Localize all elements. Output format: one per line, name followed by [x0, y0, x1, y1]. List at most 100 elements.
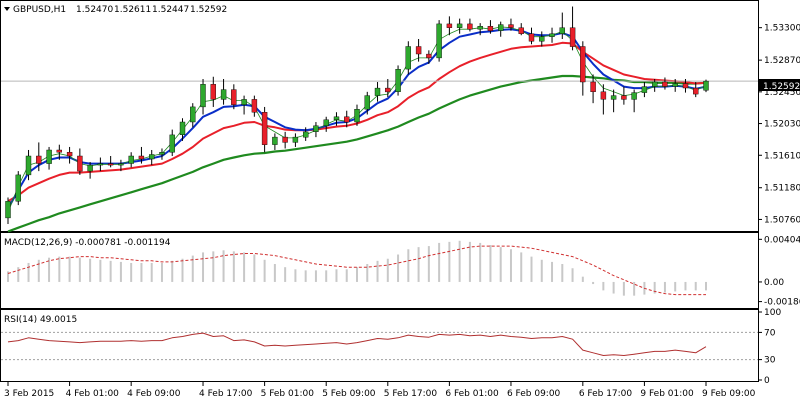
current-price-badge: [759, 79, 800, 91]
chart-symbol: GBPUSD,H1: [13, 5, 66, 15]
candle-body: [610, 95, 617, 100]
time-tick-label: 9 Feb 01:00: [640, 389, 694, 399]
macd-tick-label: -0.001863: [764, 298, 800, 308]
candle-body: [456, 23, 463, 28]
candle-body: [292, 136, 299, 143]
candle-body: [518, 27, 524, 34]
candle-body: [5, 201, 11, 219]
rsi-tick-label: 30: [764, 356, 776, 366]
candle-body: [498, 24, 504, 31]
candle-body: [436, 23, 442, 59]
time-tick-label: 4 Feb 09:00: [127, 389, 181, 399]
candle-body: [261, 111, 268, 145]
candle-body: [36, 155, 42, 164]
candle-body: [46, 149, 52, 164]
rsi-line: [7, 332, 707, 356]
ohlc-close: 1.52592: [190, 5, 227, 15]
macd-signal-line: [7, 245, 706, 296]
candle-body: [66, 151, 73, 157]
time-tick-label: 4 Feb 17:00: [199, 389, 253, 399]
candle-body: [621, 95, 627, 100]
rsi-tick-label: 0: [764, 376, 770, 386]
candle-body: [148, 154, 155, 160]
candle-body: [128, 155, 134, 164]
rsi-tick-label: 100: [764, 308, 781, 318]
candle-body: [333, 116, 340, 121]
price-tick-label: 1.52450: [764, 88, 800, 98]
candle-body: [374, 87, 381, 96]
panel-frames: [0, 0, 759, 382]
candle-body: [682, 83, 689, 89]
macd-panel-frame: [0, 232, 759, 309]
time-tick-label: 5 Feb 17:00: [384, 389, 438, 399]
candle-body: [159, 151, 165, 155]
candle-body: [97, 163, 104, 166]
candle-body: [354, 108, 360, 123]
candle-body: [364, 95, 370, 110]
rsi-layer: [1, 331, 758, 361]
ma-slow-line: [7, 74, 707, 233]
time-tick-label: 6 Feb 01:00: [445, 389, 499, 399]
candle-body: [169, 134, 175, 153]
macd-tick-label: 0.00: [764, 278, 784, 288]
price-panel-frame: [0, 0, 759, 232]
candle-body: [272, 136, 278, 145]
price-tick-label: 1.52030: [764, 120, 800, 130]
candle-body: [415, 46, 422, 55]
candle-body: [569, 27, 576, 47]
macd-label: MACD(12,26,9) -0.000781 -0.001194: [4, 238, 171, 248]
candle-body: [539, 36, 545, 42]
candle-body: [107, 163, 114, 166]
candle-body: [590, 81, 596, 93]
price-tick-label: 1.52870: [764, 56, 800, 66]
price-tick-label: 1.51610: [764, 151, 800, 161]
candle-body: [313, 125, 319, 133]
candle-body: [200, 84, 206, 108]
ohlc-high: 1.52611: [114, 5, 151, 15]
macd-tick-label: 0.00404: [764, 235, 800, 245]
candle-body: [118, 163, 124, 166]
rsi-label: RSI(14) 49.0015: [4, 315, 77, 325]
candle-body: [15, 174, 22, 202]
time-tick-label: 9 Feb 09:00: [702, 389, 756, 399]
candle-body: [631, 92, 637, 100]
price-tick-label: 1.53300: [764, 24, 800, 34]
candle-body: [56, 149, 62, 153]
rsi-panel-frame: [0, 309, 759, 382]
price-tick-label: 1.50760: [764, 215, 800, 225]
candle-body: [446, 23, 453, 28]
candle-body: [87, 164, 93, 172]
candle-body: [477, 26, 483, 30]
axis-layer: 1.53300 1.52870 1.52450 1.52030 1.51610 1.511…: [4, 24, 800, 399]
triangle-down-icon[interactable]: [4, 7, 10, 11]
ohlc-low: 1.52447: [152, 5, 189, 15]
candle-body: [231, 89, 237, 105]
candle-body: [220, 89, 227, 100]
time-tick-label: 5 Feb 09:00: [322, 389, 376, 399]
candle-body: [652, 81, 658, 87]
candle-body: [282, 136, 288, 143]
rsi-tick-label: 70: [764, 328, 776, 338]
candle-body: [241, 99, 247, 105]
time-tick-label: 6 Feb 17:00: [579, 389, 633, 399]
time-tick-label: 3 Feb 2015: [4, 389, 54, 399]
candle-body: [487, 26, 494, 31]
candle-body: [559, 27, 565, 34]
candle-body: [600, 91, 607, 100]
candle-body: [426, 53, 432, 59]
candle-body: [210, 84, 217, 100]
candle-body: [508, 24, 514, 28]
current-price-label: 1.52592: [763, 82, 800, 92]
candle-body: [344, 116, 350, 123]
candle-body: [662, 81, 668, 87]
candle-body: [467, 23, 473, 30]
candle-body: [580, 46, 586, 83]
ohlc-open: 1.52470: [76, 5, 113, 15]
price-layer: [1, 6, 758, 233]
time-tick-label: 5 Feb 01:00: [261, 389, 315, 399]
candle-body: [190, 106, 196, 123]
candle-body: [25, 155, 32, 176]
candle-body: [77, 155, 83, 172]
